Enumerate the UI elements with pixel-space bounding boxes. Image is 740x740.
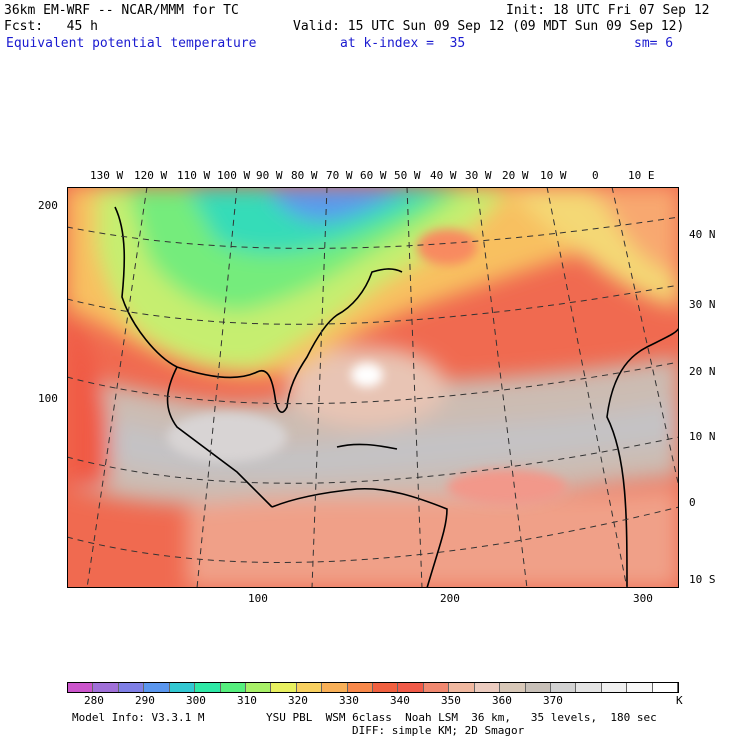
colorbar-swatch [449, 683, 475, 692]
lat-label: 10 N [689, 430, 716, 443]
colorbar-swatch [601, 683, 628, 692]
lon-label: 20 W [502, 169, 529, 182]
colorbar-swatch [576, 683, 602, 692]
x-grid-label: 300 [633, 592, 653, 605]
field-name: Equivalent potential temperature [6, 36, 257, 51]
diffusion-info: DIFF: simple KM; 2D Smagor [352, 724, 525, 737]
colorbar-swatch [245, 683, 272, 692]
lat-label: 20 N [689, 365, 716, 378]
level-index: at k-index = 35 [340, 36, 466, 51]
colorbar-label: 280 [84, 694, 104, 707]
smoothing: sm= 6 [634, 36, 674, 51]
map-frame [67, 187, 679, 588]
colorbar-swatch [373, 683, 399, 692]
colorbar-label: 340 [390, 694, 410, 707]
map-canvas [67, 187, 679, 588]
lat-label: 30 N [689, 298, 716, 311]
x-grid-label: 200 [440, 592, 460, 605]
colorbar-swatch [525, 683, 552, 692]
colorbar [67, 682, 679, 693]
lon-label: 10 W [540, 169, 567, 182]
colorbar-unit: K [676, 694, 683, 707]
colorbar-swatch [195, 683, 221, 692]
lon-label: 10 E [628, 169, 655, 182]
physics-info: YSU PBL WSM 6class Noah LSM 36 km, 35 le… [266, 711, 657, 724]
lon-label: 50 W [394, 169, 421, 182]
forecast-hour: Fcst: 45 h [4, 19, 98, 34]
lon-label: 0 [592, 169, 599, 182]
lon-label: 110 W [177, 169, 211, 182]
model-title: 36km EM-WRF -- NCAR/MMM for TC [4, 3, 239, 18]
colorbar-swatch [398, 683, 424, 692]
init-time: Init: 18 UTC Fri 07 Sep 12 [506, 3, 710, 18]
colorbar-swatch [347, 683, 374, 692]
lon-label: 80 W [291, 169, 318, 182]
colorbar-label: 330 [339, 694, 359, 707]
colorbar-swatch [144, 683, 170, 692]
lat-label: 10 S [689, 573, 716, 586]
lon-label: 60 W [360, 169, 387, 182]
colorbar-label: 320 [288, 694, 308, 707]
y-grid-label: 200 [38, 199, 58, 212]
colorbar-swatch [68, 683, 94, 692]
x-grid-label: 100 [248, 592, 268, 605]
colorbar-swatch [652, 683, 679, 692]
colorbar-swatch [169, 683, 196, 692]
y-grid-label: 100 [38, 392, 58, 405]
colorbar-swatch [322, 683, 348, 692]
colorbar-label: 350 [441, 694, 461, 707]
lon-label: 120 W [134, 169, 168, 182]
lon-label: 90 W [256, 169, 283, 182]
lat-label: 40 N [689, 228, 716, 241]
colorbar-swatch [296, 683, 323, 692]
colorbar-swatch [271, 683, 297, 692]
lat-lon-grid [67, 187, 679, 588]
colorbar-swatch [93, 683, 119, 692]
colorbar-swatch [500, 683, 526, 692]
colorbar-label: 300 [186, 694, 206, 707]
colorbar-swatch [118, 683, 145, 692]
colorbar-swatch [551, 683, 577, 692]
colorbar-label: 310 [237, 694, 257, 707]
model-info: Model Info: V3.3.1 M [72, 711, 205, 724]
colorbar-label: 360 [492, 694, 512, 707]
colorbar-swatch [627, 683, 653, 692]
colorbar-label: 370 [543, 694, 563, 707]
lon-label: 70 W [326, 169, 353, 182]
colorbar-swatch [220, 683, 246, 692]
lon-label: 30 W [465, 169, 492, 182]
equivalent-potential-temperature-map [67, 187, 679, 588]
lat-label: 0 [689, 496, 696, 509]
valid-time: Valid: 15 UTC Sun 09 Sep 12 (09 MDT Sun … [293, 19, 685, 34]
lon-label: 100 W [217, 169, 251, 182]
colorbar-label: 290 [135, 694, 155, 707]
lon-label: 130 W [90, 169, 124, 182]
lon-label: 40 W [430, 169, 457, 182]
colorbar-swatch [474, 683, 501, 692]
colorbar-swatch [423, 683, 450, 692]
